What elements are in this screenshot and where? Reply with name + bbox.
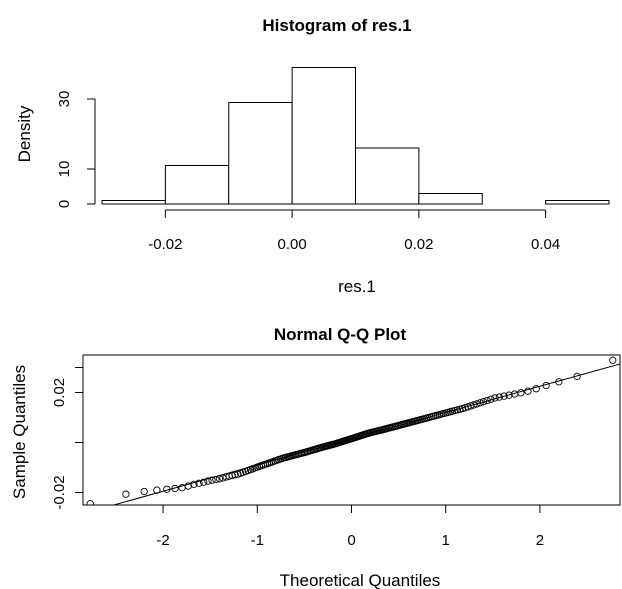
histogram-bars bbox=[101, 67, 610, 205]
qq-point bbox=[555, 378, 563, 386]
qq-point bbox=[476, 399, 484, 407]
qq-point bbox=[212, 475, 220, 484]
histogram-y-tick-label: 30 bbox=[56, 91, 73, 108]
qq-point bbox=[505, 391, 513, 399]
histogram-bar bbox=[418, 193, 483, 205]
histogram-bar bbox=[228, 102, 293, 205]
histogram-x-tick-label: 0.00 bbox=[278, 236, 307, 253]
qq-point bbox=[495, 393, 503, 401]
qq-point bbox=[491, 394, 499, 402]
histogram-bar bbox=[355, 147, 420, 205]
qq-point bbox=[195, 479, 203, 487]
qq-point bbox=[532, 385, 540, 393]
qq-point bbox=[542, 381, 550, 390]
qq-point bbox=[171, 484, 179, 493]
histogram-y-tick-label: 10 bbox=[56, 161, 73, 178]
qq-point bbox=[228, 471, 236, 480]
histogram-bar bbox=[545, 200, 610, 205]
qq-points bbox=[86, 356, 617, 505]
qq-point bbox=[524, 387, 532, 395]
qq-point bbox=[500, 392, 508, 400]
histogram-bar bbox=[101, 200, 166, 205]
histogram-y-tick-label: 0 bbox=[56, 200, 73, 208]
histogram-x-tick-label: 0.04 bbox=[531, 236, 560, 253]
qq-point bbox=[473, 400, 481, 408]
qq-point bbox=[609, 356, 617, 364]
qq-plot-y-axis: -0.02 0.02 bbox=[51, 367, 83, 510]
qq-point bbox=[487, 395, 495, 403]
qq-point bbox=[190, 480, 198, 489]
histogram-y-axis: 0 10 30 bbox=[56, 91, 96, 208]
histogram-title: Histogram of res.1 bbox=[262, 16, 411, 35]
qq-point bbox=[140, 487, 148, 496]
qq-point bbox=[231, 471, 239, 479]
qq-point bbox=[86, 500, 94, 505]
qq-point bbox=[215, 475, 224, 483]
histogram-x-tick-label: 0.02 bbox=[404, 236, 433, 253]
qq-point bbox=[153, 486, 161, 494]
histogram-y-axis-label: Density bbox=[15, 105, 34, 162]
histogram-x-axis: -0.02 0.00 0.02 0.04 bbox=[148, 209, 560, 253]
histogram-bar bbox=[291, 67, 356, 205]
histogram-x-tick-label: -0.02 bbox=[148, 236, 182, 253]
qq-point bbox=[163, 485, 171, 493]
histogram-bar bbox=[164, 165, 230, 205]
qq-plot-title: Normal Q-Q Plot bbox=[274, 325, 407, 344]
qq-point bbox=[200, 478, 208, 486]
qq-x-tick-label: -2 bbox=[156, 532, 169, 549]
qq-point bbox=[483, 396, 491, 405]
qq-x-tick-label: 2 bbox=[536, 532, 544, 549]
qq-point bbox=[573, 372, 581, 381]
qq-x-tick-label: -1 bbox=[251, 532, 264, 549]
qq-point bbox=[479, 398, 488, 406]
qq-x-tick-label: 0 bbox=[347, 532, 355, 549]
histogram-x-axis-label: res.1 bbox=[338, 277, 376, 296]
qq-plot-x-axis-label: Theoretical Quantiles bbox=[280, 571, 441, 589]
qq-point bbox=[470, 401, 478, 409]
qq-x-tick-label: 1 bbox=[442, 532, 450, 549]
qq-plot-x-axis: -2 -1 0 1 2 bbox=[156, 504, 544, 549]
qq-y-tick-label: 0.02 bbox=[51, 378, 68, 407]
qq-plot-frame bbox=[82, 354, 621, 506]
qq-plot-panel: Normal Q-Q Plot Theoretical Quantiles Sa… bbox=[10, 325, 621, 589]
qq-point bbox=[204, 477, 212, 485]
histogram-panel: Histogram of res.1 res.1 Density -0.02 0.… bbox=[15, 16, 610, 296]
qq-plot-y-axis-label: Sample Quantiles bbox=[10, 365, 29, 499]
qq-y-tick-label: -0.02 bbox=[51, 475, 68, 509]
qq-point bbox=[208, 476, 216, 484]
qq-plot-area bbox=[86, 356, 620, 505]
qq-point bbox=[517, 389, 525, 397]
qq-point bbox=[122, 490, 130, 498]
